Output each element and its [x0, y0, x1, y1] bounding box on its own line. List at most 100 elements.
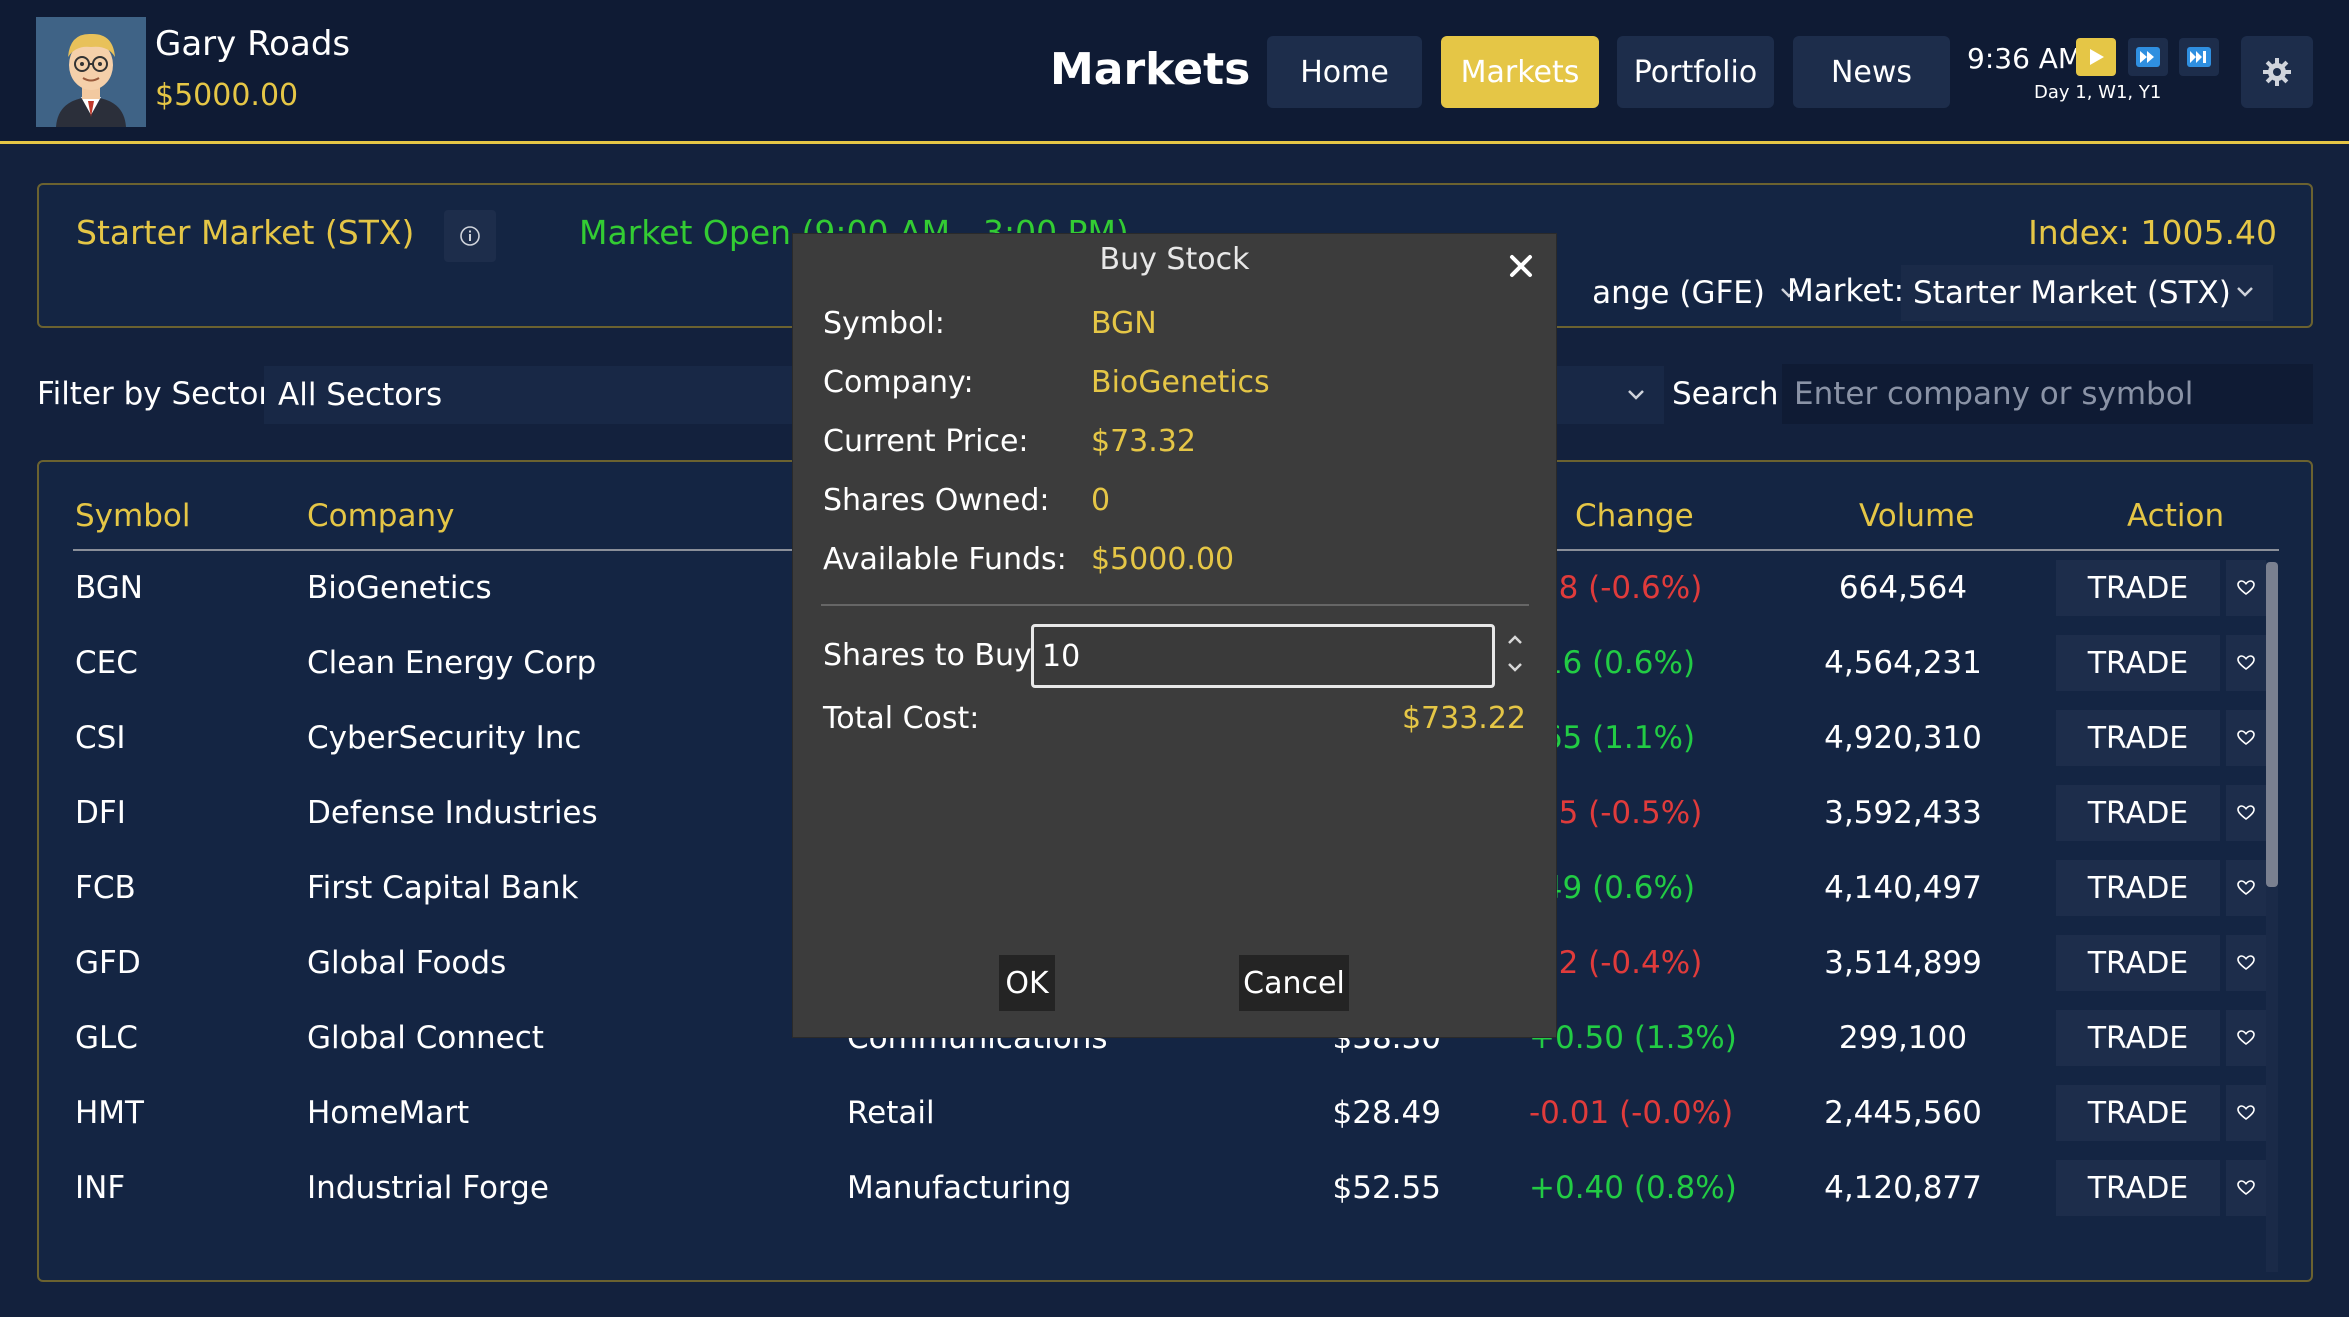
chevron-down-icon — [2237, 287, 2253, 297]
row-change: .35 (-0.5%) — [1529, 795, 1703, 831]
column-header-change[interactable]: Change — [1575, 498, 1694, 534]
table-row: DFI Defense Industries .35 (-0.5%) 3,592,43… — [39, 777, 2279, 852]
favorite-button[interactable] — [2226, 785, 2266, 841]
gear-icon — [2263, 58, 2291, 86]
trade-button[interactable]: TRADE — [2056, 710, 2220, 766]
avatar — [36, 17, 146, 127]
row-volume: 4,920,310 — [1824, 720, 1982, 756]
dialog-title: Buy Stock — [1099, 242, 1250, 277]
row-volume: 3,592,433 — [1824, 795, 1982, 831]
search-input[interactable] — [1782, 364, 2313, 424]
close-button[interactable] — [1499, 244, 1543, 288]
chevron-down-icon — [1781, 288, 1797, 298]
row-company: First Capital Bank — [307, 870, 579, 906]
trade-button[interactable]: TRADE — [2056, 635, 2220, 691]
row-price: $52.55 — [1332, 1170, 1441, 1206]
row-symbol: FCB — [75, 870, 136, 906]
market-select-value: Starter Market (STX) — [1913, 275, 2231, 311]
column-header-volume[interactable]: Volume — [1859, 498, 1975, 534]
trade-button[interactable]: TRADE — [2056, 1010, 2220, 1066]
trade-button[interactable]: TRADE — [2056, 935, 2220, 991]
stepper-down-icon[interactable] — [1500, 654, 1530, 682]
row-company: CyberSecurity Inc — [307, 720, 582, 756]
current-price-value: $73.32 — [1091, 424, 1196, 459]
column-header-company[interactable]: Company — [307, 498, 455, 534]
nav-markets-button[interactable]: Markets — [1441, 36, 1599, 108]
heart-icon — [2237, 1105, 2255, 1121]
nav-home-button[interactable]: Home — [1267, 36, 1422, 108]
settings-button[interactable] — [2241, 36, 2313, 108]
table-row: INF Industrial Forge Manufacturing $52.55 +0… — [39, 1152, 2279, 1227]
row-company: Global Connect — [307, 1020, 544, 1056]
market-info-button[interactable] — [444, 210, 496, 262]
heart-icon — [2237, 955, 2255, 971]
heart-icon — [2237, 580, 2255, 596]
trade-button[interactable]: TRADE — [2056, 860, 2220, 916]
row-volume: 4,564,231 — [1824, 645, 1982, 681]
nav-news-button[interactable]: News — [1793, 36, 1950, 108]
nav-portfolio-button[interactable]: Portfolio — [1617, 36, 1774, 108]
favorite-button[interactable] — [2226, 1085, 2266, 1141]
shares-owned-value: 0 — [1091, 483, 1111, 518]
favorite-button[interactable] — [2226, 935, 2266, 991]
row-symbol: CSI — [75, 720, 126, 756]
market-index: Index: 1005.40 — [2028, 213, 2277, 252]
row-change: .12 (-0.4%) — [1529, 945, 1703, 981]
favorite-button[interactable] — [2226, 1010, 2266, 1066]
row-sector: Manufacturing — [847, 1170, 1072, 1206]
total-cost-value: $733.22 — [1401, 701, 1526, 736]
exchange-select[interactable]: ange (GFE) — [1519, 267, 1799, 319]
row-change: +0.50 (1.3%) — [1529, 1020, 1737, 1056]
play-button[interactable] — [2076, 38, 2116, 76]
skip-forward-button[interactable] — [2179, 38, 2219, 76]
row-company: Global Foods — [307, 945, 507, 981]
available-funds-label: Available Funds: — [823, 542, 1067, 577]
current-price-label: Current Price: — [823, 424, 1029, 459]
quantity-stepper[interactable] — [1500, 626, 1530, 686]
dialog-divider — [821, 604, 1529, 606]
trade-button[interactable]: TRADE — [2056, 1160, 2220, 1216]
stepper-up-icon[interactable] — [1500, 626, 1530, 654]
row-symbol: DFI — [75, 795, 126, 831]
table-row: FCB First Capital Bank .49 (0.6%) 4,140,497… — [39, 852, 2279, 927]
close-icon — [1510, 255, 1532, 277]
row-sector: Retail — [847, 1095, 935, 1131]
row-volume: 2,445,560 — [1824, 1095, 1982, 1131]
ok-button[interactable]: OK — [999, 955, 1055, 1011]
favorite-button[interactable] — [2226, 710, 2266, 766]
row-volume: 4,140,497 — [1824, 870, 1982, 906]
top-bar: Gary Roads $5000.00 Markets Home Markets… — [0, 0, 2349, 144]
fast-forward-icon — [2136, 47, 2160, 67]
shares-to-buy-input[interactable] — [1031, 624, 1495, 688]
row-symbol: GLC — [75, 1020, 138, 1056]
row-symbol: CEC — [75, 645, 138, 681]
market-name: Starter Market (STX) — [76, 213, 415, 252]
trade-button[interactable]: TRADE — [2056, 1085, 2220, 1141]
row-change: .65 (1.1%) — [1532, 720, 1696, 756]
row-change: +0.40 (0.8%) — [1529, 1170, 1737, 1206]
row-company: Defense Industries — [307, 795, 598, 831]
table-row: GFD Global Foods .12 (-0.4%) 3,514,899 TRADE — [39, 927, 2279, 1002]
symbol-label: Symbol: — [823, 306, 945, 341]
fast-forward-button[interactable] — [2128, 38, 2168, 76]
market-select[interactable]: Starter Market (STX) — [1901, 265, 2273, 321]
symbol-value: BGN — [1091, 306, 1157, 341]
favorite-button[interactable] — [2226, 860, 2266, 916]
market-select-label: Market: — [1787, 273, 1905, 309]
trade-button[interactable]: TRADE — [2056, 785, 2220, 841]
page-title: Markets — [1050, 44, 1251, 95]
trade-button[interactable]: TRADE — [2056, 560, 2220, 616]
heart-icon — [2237, 880, 2255, 896]
scrollbar-thumb[interactable] — [2266, 562, 2278, 887]
favorite-button[interactable] — [2226, 1160, 2266, 1216]
row-company: BioGenetics — [307, 570, 492, 606]
column-header-symbol[interactable]: Symbol — [75, 498, 191, 534]
favorite-button[interactable] — [2226, 560, 2266, 616]
cancel-button[interactable]: Cancel — [1239, 955, 1349, 1011]
table-row: GLC Global Connect Communications $38.30 +0.… — [39, 1002, 2279, 1077]
favorite-button[interactable] — [2226, 635, 2266, 691]
company-value: BioGenetics — [1091, 365, 1270, 400]
row-symbol: BGN — [75, 570, 143, 606]
table-row: HMT HomeMart Retail $28.49 -0.01 (-0.0%) 2,44… — [39, 1077, 2279, 1152]
row-volume: 299,100 — [1838, 1020, 1968, 1056]
